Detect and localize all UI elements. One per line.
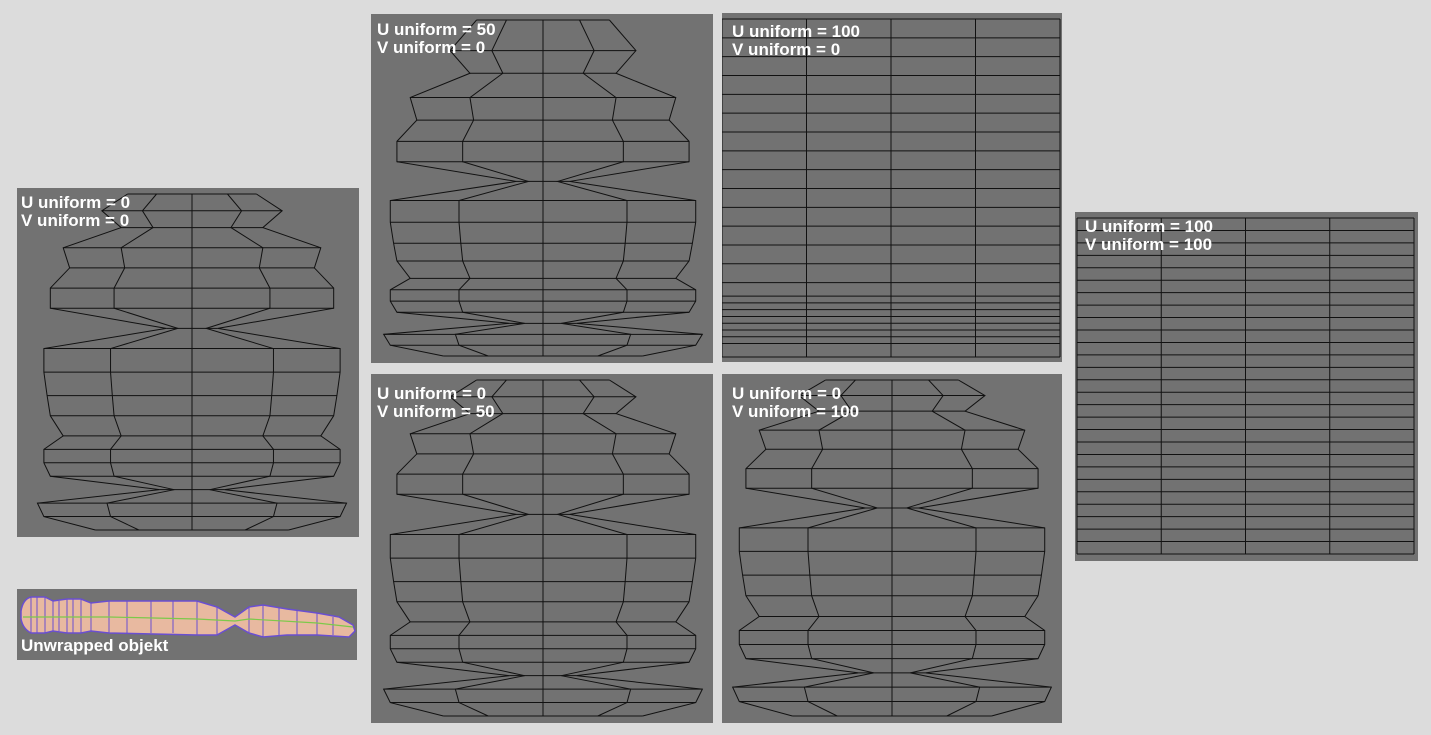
mesh-edge [106,193,180,531]
u-uniform-label: U uniform = 100 [732,22,861,41]
uv-panel-u100-v100: U uniform = 100 V uniform = 100 [1075,212,1418,561]
mesh-edge [382,19,517,357]
mesh-edge [731,379,866,717]
panel-label: U uniform = 0 V uniform = 0 [21,194,130,230]
mesh-edge [569,379,704,717]
uv-panel-u100-v0: U uniform = 100 V uniform = 0 [722,13,1062,362]
panel-label: U uniform = 0 V uniform = 50 [377,385,495,421]
v-uniform-label: V uniform = 50 [377,402,495,421]
mesh-edge [36,193,167,531]
uv-mesh-u100-v0 [722,18,1061,358]
uv-mesh-u100-v100 [1076,217,1415,555]
unwrapped-object-panel: Unwrapped objekt [17,589,357,660]
uv-panel-u0-v100: U uniform = 0 V uniform = 100 [722,374,1062,723]
v-uniform-label: V uniform = 0 [21,211,130,230]
uv-mesh-u0-v100 [731,379,1053,717]
mesh-edge [382,379,517,717]
uv-mesh-u50-v0 [382,19,704,357]
panel-label: U uniform = 100 V uniform = 100 [1085,218,1213,254]
uv-panel-u50-v0: U uniform = 50 V uniform = 0 [371,14,713,363]
uv-mesh-u0-v50 [382,379,704,717]
u-uniform-label: U uniform = 100 [1085,217,1214,236]
panel-label: U uniform = 0 V uniform = 100 [732,385,859,421]
v-uniform-label: V uniform = 0 [377,38,486,57]
mesh-edge [918,379,1053,717]
mesh-edge [204,193,278,531]
u-uniform-label: U uniform = 0 [732,384,842,403]
mesh-edge [904,379,981,717]
uv-mesh-u0-v0 [36,193,348,531]
mesh-edge [555,379,632,717]
mesh-edge [803,379,880,717]
v-uniform-label: V uniform = 100 [732,402,860,421]
u-uniform-label: U uniform = 0 [377,384,487,403]
mesh-edge [454,19,531,357]
uv-panel-u0-v50: U uniform = 0 V uniform = 50 [371,374,713,723]
u-uniform-label: U uniform = 50 [377,20,496,39]
panel-label: U uniform = 50 V uniform = 0 [377,21,496,57]
v-uniform-label: V uniform = 100 [1085,235,1213,254]
mesh-edge [217,193,348,531]
unwrapped-object-mesh [20,596,356,638]
v-uniform-label: V uniform = 0 [732,40,841,59]
uv-panel-u0-v0: U uniform = 0 V uniform = 0 [17,188,359,537]
u-uniform-label: U uniform = 0 [21,193,131,212]
mesh-edge [555,19,632,357]
unwrapped-object-label: Unwrapped objekt [21,636,169,655]
mesh-edge [569,19,704,357]
mesh-edge [454,379,531,717]
panel-label: U uniform = 100 V uniform = 0 [732,23,860,59]
